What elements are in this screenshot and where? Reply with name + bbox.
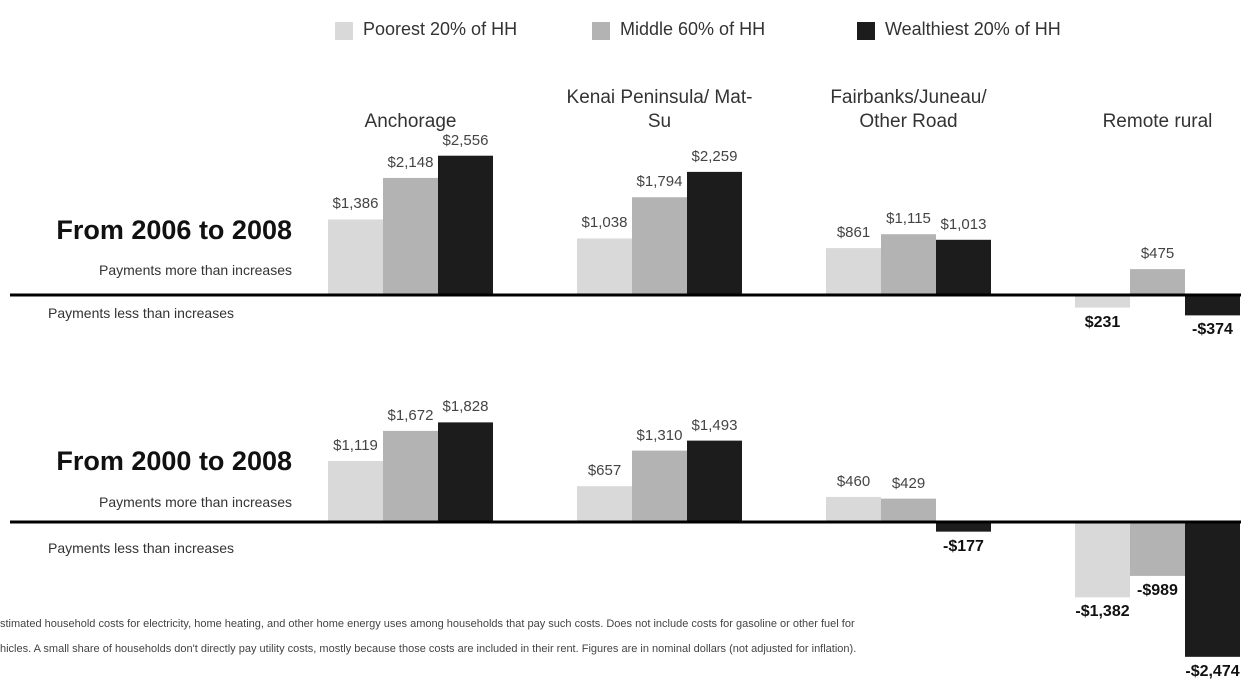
value-label: $861 <box>836 224 871 242</box>
value-label: $2,556 <box>442 131 489 149</box>
annotation: Payments less than increases <box>48 305 234 321</box>
bar <box>1185 295 1240 316</box>
value-label: -$374 <box>1192 321 1233 339</box>
bar <box>881 234 936 295</box>
bar <box>577 486 632 522</box>
panel-title: From 2006 to 2008 <box>56 215 292 245</box>
bar <box>328 219 383 295</box>
value-label: $1,828 <box>442 398 489 416</box>
bar <box>632 450 687 522</box>
category-label: Fairbanks/Juneau/ Other Road <box>830 87 987 132</box>
category-label: Anchorage <box>364 111 457 132</box>
value-label: $1,310 <box>636 426 683 444</box>
value-label: $2,259 <box>691 147 738 165</box>
value-label: -$1,382 <box>1075 603 1130 621</box>
bar <box>826 496 881 522</box>
bar <box>577 238 632 295</box>
legend-label: Poorest 20% of HH <box>363 19 518 39</box>
legend-swatch <box>592 22 610 40</box>
category-label: Remote rural <box>1102 111 1213 132</box>
value-label: $231 <box>1084 313 1121 331</box>
bar <box>936 239 991 295</box>
value-label: $2,148 <box>387 153 434 171</box>
annotation: Payments more than increases <box>99 494 292 510</box>
legend-swatch <box>857 22 875 40</box>
legend-label: Wealthiest 20% of HH <box>885 19 1061 39</box>
panel-title: From 2000 to 2008 <box>56 446 292 476</box>
value-label: -$989 <box>1137 581 1178 599</box>
value-label: $1,672 <box>387 406 434 424</box>
bar <box>383 430 438 522</box>
bar <box>1130 522 1185 576</box>
value-label: $657 <box>587 462 622 480</box>
value-label: $1,115 <box>886 210 931 228</box>
bar <box>632 197 687 295</box>
bar <box>1185 522 1240 657</box>
value-label: $1,119 <box>333 437 378 454</box>
value-label: $460 <box>836 472 871 490</box>
bar <box>826 248 881 295</box>
footnote: stimated household costs for electricity… <box>0 618 855 630</box>
bar <box>1075 295 1130 308</box>
value-label: -$2,474 <box>1185 662 1240 680</box>
value-label: $475 <box>1140 245 1175 263</box>
value-label: -$177 <box>943 537 984 555</box>
value-label: $1,794 <box>636 173 683 191</box>
legend-label: Middle 60% of HH <box>620 19 766 39</box>
bar <box>936 522 991 532</box>
value-label: $1,386 <box>332 195 379 213</box>
legend-swatch <box>335 22 353 40</box>
value-label: $1,038 <box>581 214 628 232</box>
bar <box>438 422 493 522</box>
value-label: $429 <box>891 474 926 492</box>
bar <box>328 461 383 522</box>
bar <box>881 498 936 522</box>
value-label: $1,013 <box>940 215 987 233</box>
bar <box>687 440 742 522</box>
bar <box>1075 522 1130 598</box>
bar <box>383 177 438 295</box>
value-label: $1,493 <box>691 416 738 434</box>
annotation: Payments less than increases <box>48 540 234 556</box>
bar <box>438 155 493 295</box>
footnote: hicles. A small share of households don'… <box>0 643 857 655</box>
bar <box>687 171 742 295</box>
annotation: Payments more than increases <box>99 262 292 278</box>
category-label: Kenai Peninsula/ Mat-Su <box>566 87 753 132</box>
bar <box>1130 269 1185 295</box>
